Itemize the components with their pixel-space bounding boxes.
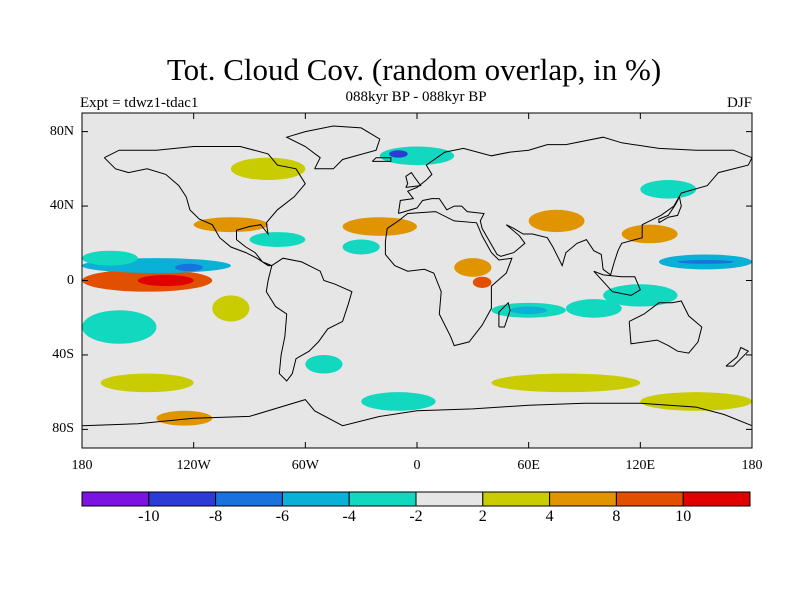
anomaly-patch xyxy=(491,373,641,393)
season-label: DJF xyxy=(726,95,752,111)
colorbar-label: -10 xyxy=(138,508,160,525)
coastline-south-america xyxy=(265,257,353,382)
coastline-eurasia xyxy=(397,136,753,276)
anomaly-patch xyxy=(640,392,753,411)
anomaly-patch xyxy=(342,217,417,236)
y-tick-label: 40N xyxy=(49,198,74,214)
colorbar-label: 10 xyxy=(675,508,692,525)
x-tick-label: 0 xyxy=(413,458,421,473)
colorbar-swatch xyxy=(549,491,617,507)
anomaly-patch xyxy=(342,239,380,255)
colorbar-label: 2 xyxy=(478,508,487,525)
y-tick-label: 0 xyxy=(67,272,74,288)
coastline-north-america xyxy=(103,146,306,267)
coastline-new-zealand xyxy=(725,346,750,367)
colorbar-label: -4 xyxy=(342,508,356,525)
anomaly-patch xyxy=(82,310,157,344)
colorbar-label: 8 xyxy=(612,508,621,525)
coastline-uk xyxy=(405,171,422,188)
y-axis-labels: 80N 40N 0 40S 80S xyxy=(14,0,74,600)
map-subtitle: 088kyr BP - 088kyr BP xyxy=(345,89,487,105)
colorbar-swatch xyxy=(482,491,551,507)
map-title: Tot. Cloud Cov. (random overlap, in %) xyxy=(166,52,662,87)
anomaly-patch xyxy=(82,250,138,266)
anomaly-patch xyxy=(472,276,492,288)
x-tick-label: 180 xyxy=(71,458,93,473)
coastline-iceland xyxy=(371,157,392,162)
anomaly-patch xyxy=(212,295,250,322)
anomaly-patch xyxy=(156,410,213,426)
x-tick-label: 60W xyxy=(291,458,319,473)
colorbar-swatch xyxy=(81,491,150,507)
colorbar-swatch xyxy=(281,491,350,507)
x-tick-label: 60E xyxy=(517,458,540,473)
anomaly-patch xyxy=(677,260,734,264)
colorbar-label: -8 xyxy=(208,508,223,525)
anomaly-patch xyxy=(361,392,436,411)
anomaly-patch xyxy=(305,354,343,374)
colorbar-swatch xyxy=(148,491,217,507)
colorbar-swatch xyxy=(415,491,484,507)
anomaly-patch xyxy=(249,232,306,247)
coastline-antarctica xyxy=(81,399,753,427)
anomaly-patch xyxy=(137,274,194,287)
anomaly-patch xyxy=(454,258,492,277)
x-tick-label: 120E xyxy=(625,458,656,473)
anomaly-patch xyxy=(640,180,697,199)
coastline-madagascar xyxy=(498,301,511,328)
x-tick-label: 120W xyxy=(176,458,211,473)
anomaly-patch xyxy=(175,263,203,272)
coastline-africa xyxy=(384,211,513,347)
coastline-greenland xyxy=(285,125,381,170)
anomaly-patch xyxy=(510,306,548,314)
coastline-japan xyxy=(658,195,682,224)
anomaly-patch xyxy=(100,373,194,393)
colorbar-swatch xyxy=(682,491,751,507)
anomaly-patch xyxy=(528,209,585,233)
colorbar-label: 4 xyxy=(545,508,554,525)
anomaly-patch xyxy=(193,217,269,233)
x-tick-label: 180 xyxy=(741,458,763,473)
coastline-australia xyxy=(628,300,703,354)
anomaly-patch xyxy=(603,284,678,307)
colorbar-label: -2 xyxy=(409,508,423,525)
colorbar-swatch xyxy=(615,491,684,507)
colorbar-swatch xyxy=(348,491,417,507)
anomaly-patch xyxy=(565,299,622,318)
y-tick-label: 80S xyxy=(52,421,74,437)
colorbar-label: -6 xyxy=(275,508,290,525)
experiment-label: Expt = tdwz1-tdac1 xyxy=(80,95,199,111)
colorbar-swatch xyxy=(215,491,283,507)
anomaly-patch xyxy=(230,157,306,180)
coastline-indonesia xyxy=(593,270,641,296)
y-tick-label: 40S xyxy=(52,346,74,362)
anomaly-patch xyxy=(389,150,408,158)
anomaly-patch xyxy=(621,224,678,244)
y-tick-label: 80N xyxy=(49,123,74,139)
